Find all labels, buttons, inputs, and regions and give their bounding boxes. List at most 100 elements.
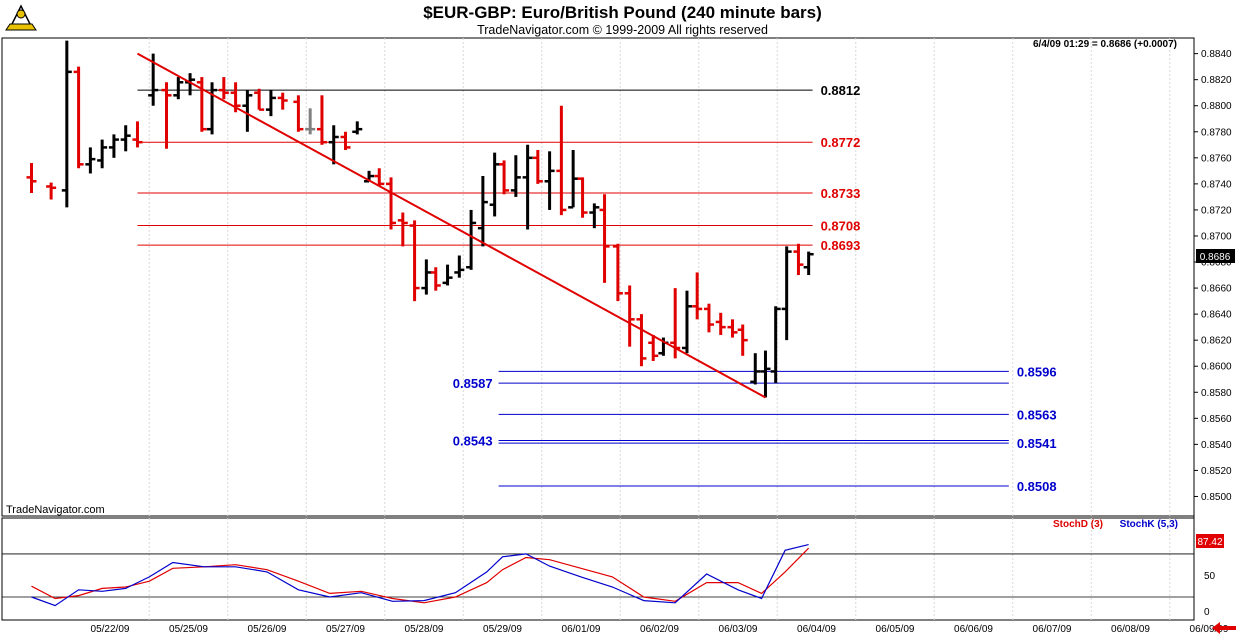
ohlc-bar [612, 243, 623, 302]
ohlc-bar [793, 243, 804, 276]
x-tick-label: 05/29/09 [483, 624, 522, 635]
ohlc-bar [454, 255, 465, 278]
ohlc-bar [46, 182, 57, 200]
ohlc-bar [242, 90, 253, 132]
x-tick-label: 05/27/09 [326, 624, 365, 635]
watermark-text: TradeNavigator.com [6, 504, 105, 516]
ohlc-bar [386, 177, 397, 230]
ohlc-bar [61, 40, 72, 208]
ohlc-bar [499, 160, 510, 195]
ohlc-bar [544, 151, 555, 210]
last-stoch-badge [1196, 534, 1224, 548]
ohlc-bar [340, 131, 351, 151]
ohlc-bar [254, 88, 265, 111]
y-tick-label: 0.8840 [1201, 49, 1232, 60]
y-tick-label: 0.8760 [1201, 153, 1232, 164]
ohlc-bar [97, 139, 108, 169]
ohlc-bar [108, 134, 119, 158]
ohlc-bar [770, 306, 781, 384]
ohlc-bar [589, 203, 600, 229]
level-label-0.8541: 0.8541 [1017, 436, 1057, 451]
ohlc-bar [352, 121, 363, 135]
x-tick-label: 06/03/09 [719, 624, 758, 635]
ohlc-bar [196, 77, 207, 132]
ohlc-bar [466, 209, 477, 270]
ohlc-bar [328, 125, 339, 165]
y-tick-label: 0.8680 [1201, 258, 1232, 269]
stoch-y-tick-label: 0 [1204, 607, 1210, 618]
level-label-0.8543: 0.8543 [453, 433, 493, 448]
level-label-0.8563: 0.8563 [1017, 407, 1057, 422]
ohlc-bar [374, 168, 385, 187]
x-tick-label: 06/09/09 [1190, 624, 1229, 635]
stoch-k-line [31, 544, 809, 607]
y-tick-label: 0.8520 [1201, 466, 1232, 477]
ohlc-bar [397, 212, 408, 247]
level-label-0.8508: 0.8508 [1017, 479, 1057, 494]
tradenavigator-logo-icon [5, 4, 37, 31]
x-tick-label: 06/08/09 [1111, 624, 1150, 635]
ohlc-bar [489, 152, 500, 217]
ohlc-bar [532, 150, 543, 184]
ohlc-bar [703, 303, 714, 333]
y-tick-label: 0.8800 [1201, 101, 1232, 112]
last-price-badge [1196, 249, 1235, 263]
ohlc-bar [161, 82, 172, 149]
ohlc-bar [277, 92, 288, 110]
y-tick-label: 0.8640 [1201, 310, 1232, 321]
scroll-left-arrow-icon[interactable] [1212, 622, 1236, 634]
ohlc-bar [636, 314, 647, 367]
y-tick-label: 0.8540 [1201, 440, 1232, 451]
ohlc-bar [421, 259, 432, 295]
ohlc-bar [442, 264, 453, 286]
ohlc-bar [218, 77, 229, 100]
ohlc-bar [85, 147, 96, 174]
ohlc-bar [265, 90, 276, 117]
chart-title: $EUR-GBP: Euro/British Pound (240 minute… [423, 3, 822, 22]
level-label-0.8708: 0.8708 [821, 219, 861, 234]
y-tick-label: 0.8720 [1201, 205, 1232, 216]
ohlc-bar [803, 251, 814, 276]
chart-subtitle: TradeNavigator.com © 1999-2009 All right… [477, 23, 768, 37]
ohlc-bar [727, 319, 738, 338]
last-stoch-label: 87.42 [1197, 537, 1222, 548]
level-label-0.8812: 0.8812 [821, 83, 861, 98]
y-tick-label: 0.8820 [1201, 75, 1232, 86]
ohlc-bar [409, 220, 420, 302]
ohlc-bar [568, 150, 579, 209]
level-label-0.8587: 0.8587 [453, 376, 493, 391]
ohlc-bar [120, 125, 131, 152]
ohlc-bar [26, 163, 37, 193]
last-price-label: 0.8686 [1200, 252, 1231, 263]
ohlc-bar [510, 155, 521, 197]
x-tick-label: 06/01/09 [562, 624, 601, 635]
ohlc-bar [477, 176, 488, 247]
x-tick-label: 05/26/09 [248, 624, 287, 635]
level-label-0.8693: 0.8693 [821, 238, 861, 253]
ohlc-bar [648, 334, 659, 362]
ohlc-bar [681, 290, 692, 354]
ohlc-bar [737, 324, 748, 356]
ohlc-bar [305, 108, 316, 135]
level-label-0.8596: 0.8596 [1017, 364, 1057, 379]
ohlc-bar [293, 95, 304, 132]
ohlc-bar [715, 312, 726, 335]
ohlc-bar [692, 272, 703, 320]
stoch-y-tick-label: 50 [1204, 571, 1216, 582]
x-tick-label: 06/02/09 [640, 624, 679, 635]
y-tick-label: 0.8600 [1201, 362, 1232, 373]
x-tick-label: 05/22/09 [91, 624, 130, 635]
downtrend-line [136, 52, 766, 399]
ohlc-bar [750, 353, 761, 385]
y-tick-label: 0.8500 [1201, 492, 1232, 503]
x-tick-label: 06/07/09 [1033, 624, 1072, 635]
x-tick-label: 06/06/09 [954, 624, 993, 635]
y-tick-label: 0.8620 [1201, 336, 1232, 347]
ohlc-bar [173, 77, 184, 100]
ohlc-bar [132, 121, 143, 148]
ohlc-bar [556, 105, 567, 216]
ohlc-bar [599, 194, 610, 283]
ohlc-bar [316, 95, 327, 145]
y-tick-label: 0.8780 [1201, 127, 1232, 138]
